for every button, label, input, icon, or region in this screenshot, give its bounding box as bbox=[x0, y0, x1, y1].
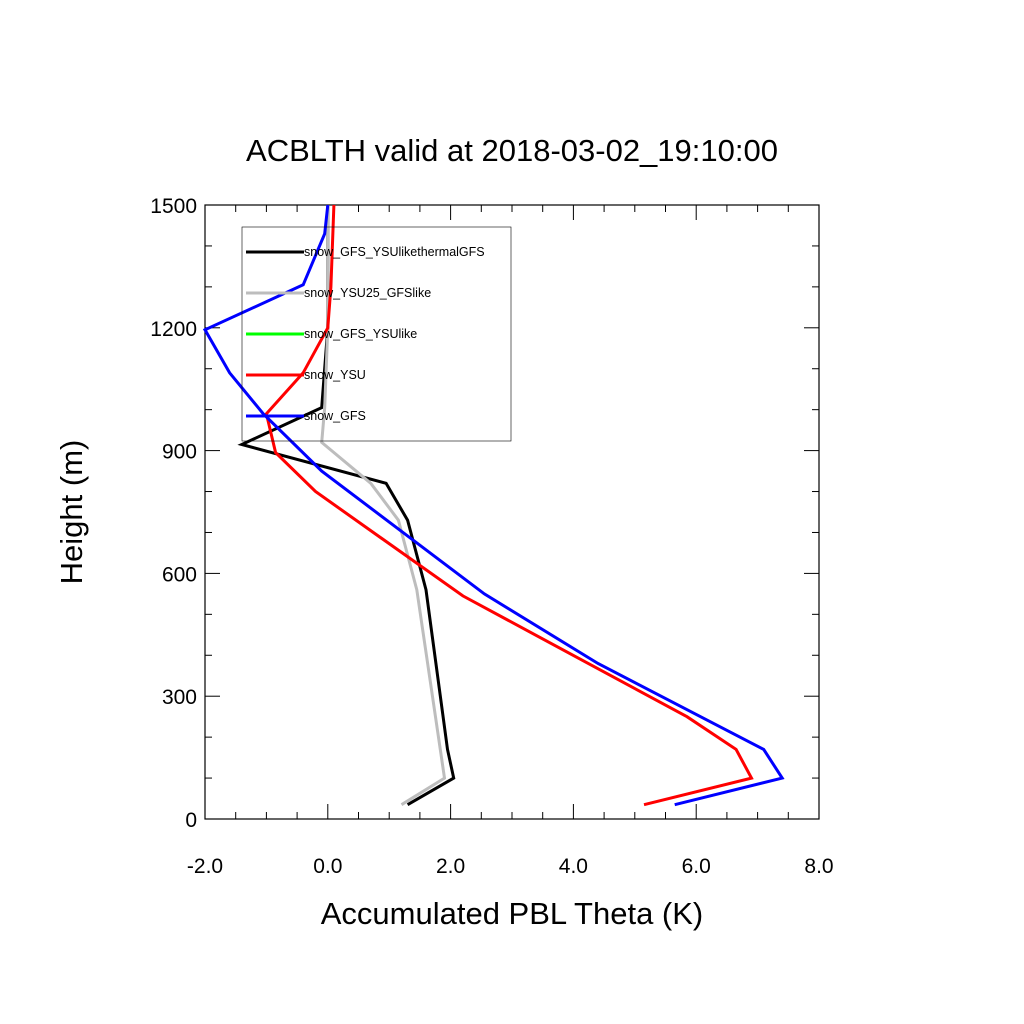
y-axis-label: Height (m) bbox=[54, 440, 89, 585]
legend-label: snow_YSU bbox=[304, 368, 366, 382]
x-tick-label: 4.0 bbox=[559, 855, 588, 878]
series-line-1 bbox=[320, 205, 447, 806]
legend-label: snow_GFS_YSUlikethermalGFS bbox=[304, 245, 485, 259]
y-tick-label: 1500 bbox=[150, 195, 197, 218]
series-lines bbox=[202, 204, 785, 807]
y-tick-label: 1200 bbox=[150, 318, 197, 341]
y-tick-label: 600 bbox=[162, 563, 197, 586]
legend-label: snow_GFS bbox=[304, 409, 366, 423]
x-tick-label: -2.0 bbox=[187, 855, 223, 878]
series-line-4 bbox=[202, 204, 785, 807]
legend-box bbox=[241, 226, 512, 442]
y-tick-label: 0 bbox=[185, 809, 197, 832]
legend: snow_GFS_YSUlikethermalGFS snow_YSU25_GFS… bbox=[241, 226, 512, 442]
x-tick-label: 0.0 bbox=[313, 855, 342, 878]
x-tick-label: 2.0 bbox=[436, 855, 465, 878]
x-axis-label: Accumulated PBL Theta (K) bbox=[321, 896, 704, 931]
y-tick-label: 300 bbox=[162, 686, 197, 709]
series-line-3 bbox=[264, 204, 754, 807]
legend-label: snow_YSU25_GFSlike bbox=[304, 286, 431, 300]
x-tick-label: 8.0 bbox=[804, 855, 833, 878]
x-tick-label: 6.0 bbox=[682, 855, 711, 878]
axis-ticks: -2.0 0.0 2.0 4.0 6.0 8.0 0 300 600 900 1200 1500 bbox=[150, 195, 833, 878]
chart-title: ACBLTH valid at 2018-03-02_19:10:00 bbox=[246, 133, 778, 168]
legend-label: snow_GFS_YSUlike bbox=[304, 327, 417, 341]
y-tick-label: 900 bbox=[162, 441, 197, 464]
